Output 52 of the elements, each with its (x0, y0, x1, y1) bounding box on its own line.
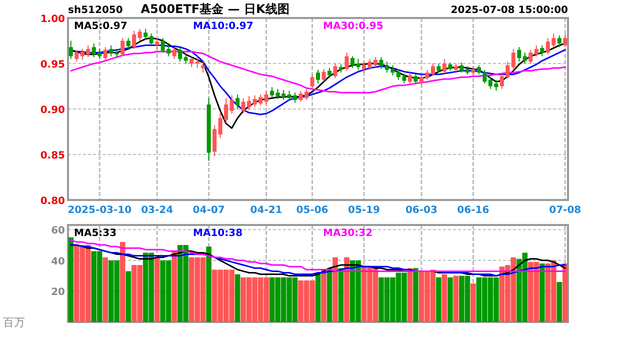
x-tick-label: 03-24 (141, 205, 174, 216)
text: MA30:32 (323, 228, 373, 239)
series-label: MA5:0.97 (74, 21, 128, 32)
bar (102, 257, 108, 322)
bar (338, 268, 344, 322)
y-tick-label: 0.80 (40, 196, 66, 207)
bar (556, 282, 562, 322)
y-tick-label: 0.85 (40, 150, 66, 162)
text: sh512050 (68, 5, 123, 16)
bar (321, 270, 326, 322)
y-tick-label: 0.95 (40, 60, 66, 70)
series-label: MA10:0.97 (193, 21, 254, 32)
bar (315, 272, 321, 322)
bar (413, 268, 418, 322)
y-tick-label: 60 (51, 226, 66, 237)
text: MA30:0.95 (323, 21, 384, 32)
bar (120, 242, 126, 322)
bar (436, 277, 442, 322)
bar (154, 257, 160, 322)
bar (172, 251, 177, 322)
bar (442, 274, 448, 322)
text: 2025-07-08 15:00:00 (450, 5, 568, 16)
x-tick-label: 05-06 (296, 205, 328, 216)
y-tick-label: 0.90 (40, 105, 66, 116)
series-label: MA10:38 (193, 228, 243, 239)
y-tick-label: 40 (51, 256, 66, 268)
bar (470, 284, 476, 322)
bar (126, 271, 131, 322)
bar (539, 263, 545, 322)
x-tick-label: 04-07 (192, 205, 225, 216)
x-tick-label: 05-19 (348, 205, 380, 216)
line-series (70, 240, 566, 272)
x-tick-label: 07-08 (549, 205, 582, 216)
chart-title: A500ETF基金 — 日K线图 (140, 2, 290, 16)
bar (68, 237, 74, 322)
x-tick-label: 06-16 (457, 205, 490, 216)
bar (234, 274, 240, 322)
x-tick-label: 2025-03-10 (68, 205, 132, 216)
bar (562, 263, 568, 322)
bar (344, 257, 350, 322)
bar (453, 276, 459, 322)
bar (332, 257, 338, 322)
bar (407, 268, 413, 322)
y-tick-label: 20 (51, 287, 66, 298)
bar (448, 277, 453, 322)
y-axis-title: 百万 (3, 316, 25, 329)
x-tick-label: 06-03 (405, 205, 438, 216)
y-tick-label: 1.00 (40, 14, 66, 25)
x-tick-label: 04-21 (250, 205, 282, 216)
bar (206, 246, 212, 322)
line-series (70, 244, 566, 277)
series-label: MA5:33 (74, 228, 117, 239)
